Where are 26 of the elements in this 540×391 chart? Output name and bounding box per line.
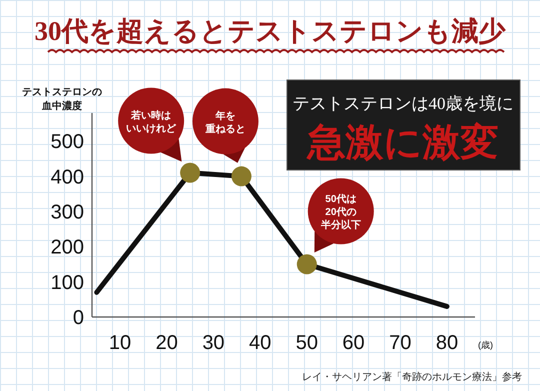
y-tick-label: 400: [50, 166, 84, 188]
x-tick-label: 50: [296, 332, 318, 354]
annotation: 急激に激変: [306, 121, 498, 164]
y-tick-label: 0: [72, 307, 84, 329]
annotation: 若い時はいいけれど: [126, 109, 178, 134]
x-tick-label: 30: [202, 332, 225, 354]
y-tick-label: 100: [50, 272, 84, 294]
point: [180, 162, 200, 183]
x-tick-label: 40: [249, 332, 272, 354]
y-axis-title: テストステロンの血中濃度: [22, 87, 102, 112]
annotation: テストステロンは40歳を境に: [292, 94, 514, 113]
x-tick-label: 60: [342, 332, 365, 354]
x-tick-label: 70: [389, 332, 412, 354]
x-tick-label: 10: [108, 332, 132, 354]
chart-title: 30代を超えるとテストステロンも減少: [34, 16, 506, 46]
x-tick-label: 20: [156, 332, 178, 354]
x-tick-label: 80: [436, 332, 458, 354]
point: [296, 254, 317, 274]
y-tick-label: 500: [50, 131, 84, 154]
text: レイ・サヘリアン著「奇跡のホルモン療法」参考: [302, 371, 522, 383]
y-tick-label: 300: [50, 201, 84, 224]
y-tick-label: 200: [50, 236, 84, 259]
point: [231, 166, 252, 186]
x-axis-title: (歳): [478, 340, 493, 350]
annotation: 年を重ねると: [204, 110, 246, 135]
annotation: 50代は20代の半分以下: [320, 193, 361, 232]
